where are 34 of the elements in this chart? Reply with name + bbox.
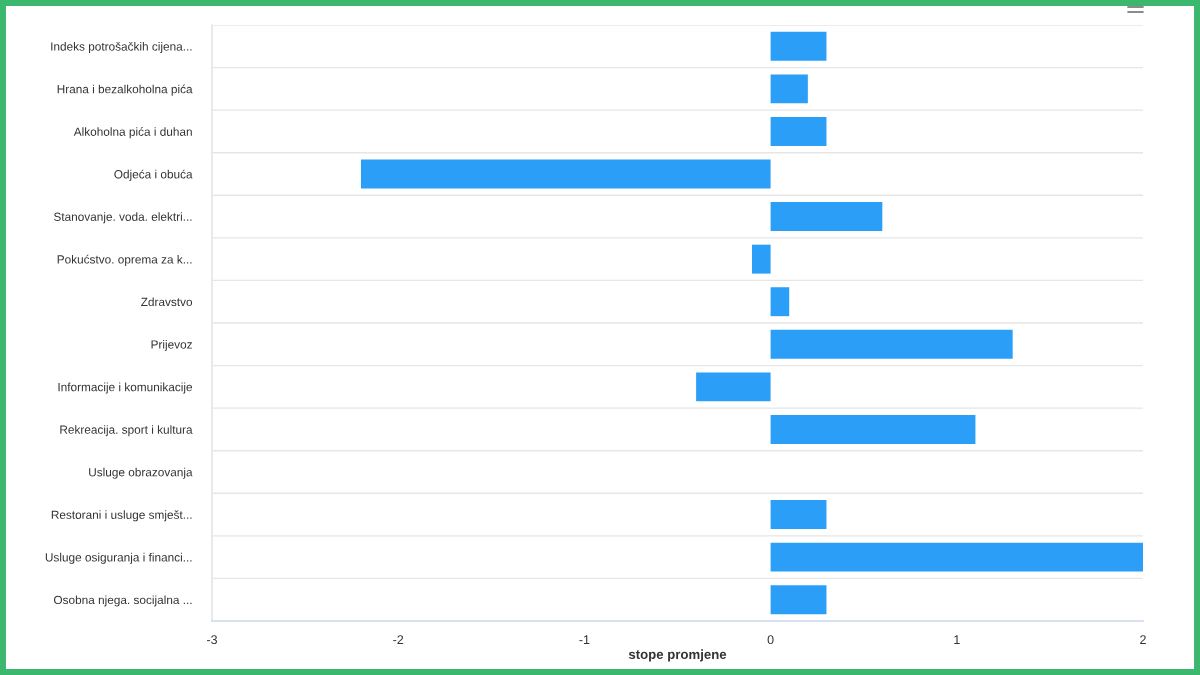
x-tick-label: 0 <box>767 635 774 645</box>
y-tick-label: Restorani i usluge smješt... <box>51 510 192 522</box>
bar <box>770 500 827 530</box>
bar <box>696 372 771 402</box>
bar <box>770 287 790 317</box>
y-tick-label: Osobna njega. socijalna ... <box>53 595 192 607</box>
y-tick-label: Informacije i komunikacije <box>58 382 193 394</box>
y-tick-label: Zdravstvo <box>141 297 193 307</box>
bar <box>770 31 827 61</box>
y-tick-label: Usluge osiguranja i financi... <box>45 552 192 564</box>
y-tick-label: Stanovanje. voda. elektri... <box>53 212 192 224</box>
y-tick-label: Odjeća i obuća <box>114 169 193 181</box>
x-tick-label: -1 <box>579 635 590 644</box>
x-axis-title: stope promjene <box>628 649 727 662</box>
bar <box>360 159 771 189</box>
bar <box>770 202 883 232</box>
bar <box>770 585 827 615</box>
bar <box>770 329 1013 359</box>
y-tick-label: Prijevoz <box>151 340 192 352</box>
y-tick-label: Rekreacija. sport i kultura <box>60 425 193 437</box>
x-tick-label: -3 <box>207 635 218 645</box>
y-tick-label: Pokućstvo. oprema za k... <box>57 254 192 266</box>
bar <box>751 244 771 274</box>
bar <box>770 116 827 146</box>
y-tick-label: Usluge obrazovanja <box>89 467 193 479</box>
x-tick-label: -2 <box>393 635 404 644</box>
bar <box>770 542 1143 572</box>
x-tick-label: 2 <box>1140 635 1146 644</box>
bar <box>770 74 808 104</box>
y-tick-label: Alkoholna pića i duhan <box>73 127 192 139</box>
y-tick-label: Hrana i bezalkoholna pića <box>57 84 193 96</box>
y-tick-label: Indeks potrošačkih cijena... <box>51 41 192 54</box>
bar <box>770 414 976 444</box>
x-tick-label: 1 <box>954 635 960 644</box>
